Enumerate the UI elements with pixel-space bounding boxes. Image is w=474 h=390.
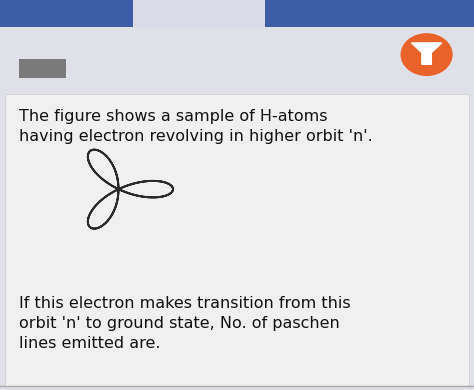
FancyBboxPatch shape <box>19 58 66 78</box>
Circle shape <box>401 33 453 76</box>
Polygon shape <box>411 43 442 64</box>
Text: If this electron makes transition from this
orbit 'n' to ground state, No. of pa: If this electron makes transition from t… <box>19 296 351 351</box>
Text: The figure shows a sample of H-atoms
having electron revolving in higher orbit ': The figure shows a sample of H-atoms hav… <box>19 109 373 144</box>
FancyBboxPatch shape <box>5 94 469 386</box>
FancyBboxPatch shape <box>133 0 265 28</box>
FancyBboxPatch shape <box>0 27 474 82</box>
FancyBboxPatch shape <box>0 0 474 27</box>
